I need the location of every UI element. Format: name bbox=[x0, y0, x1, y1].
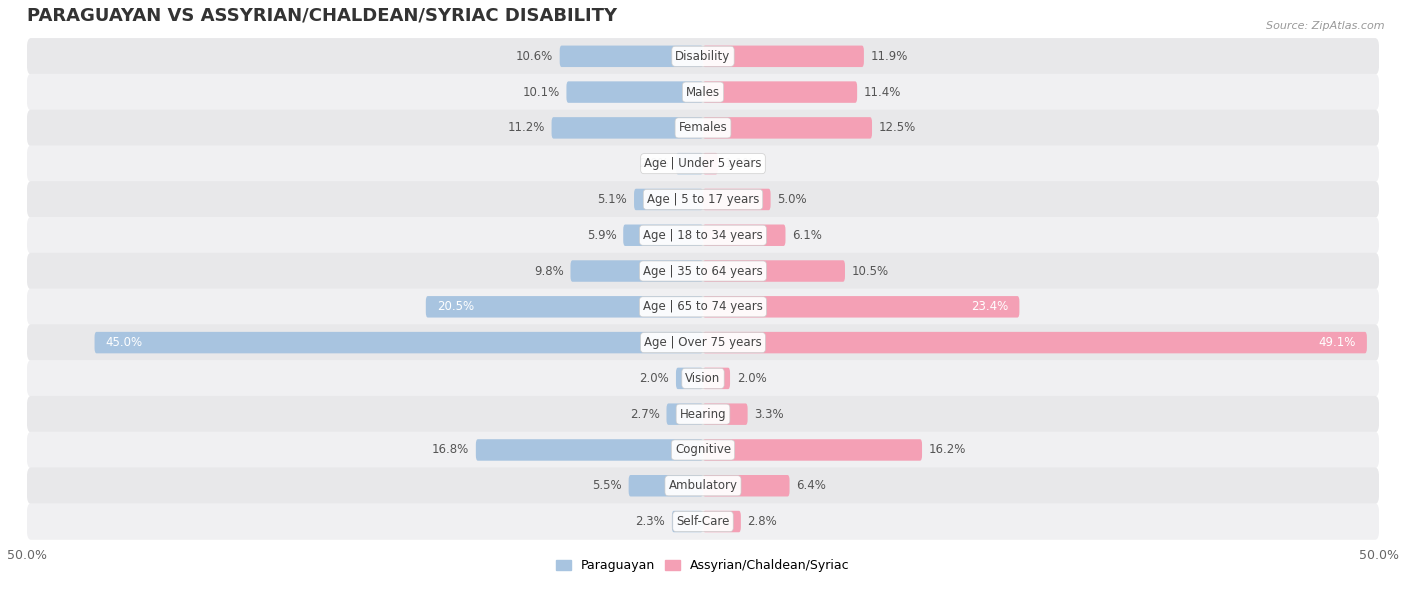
Text: Cognitive: Cognitive bbox=[675, 444, 731, 457]
Legend: Paraguayan, Assyrian/Chaldean/Syriac: Paraguayan, Assyrian/Chaldean/Syriac bbox=[551, 554, 855, 577]
FancyBboxPatch shape bbox=[666, 403, 703, 425]
Text: PARAGUAYAN VS ASSYRIAN/CHALDEAN/SYRIAC DISABILITY: PARAGUAYAN VS ASSYRIAN/CHALDEAN/SYRIAC D… bbox=[27, 7, 617, 25]
Text: Age | 65 to 74 years: Age | 65 to 74 years bbox=[643, 300, 763, 313]
Text: Females: Females bbox=[679, 121, 727, 135]
FancyBboxPatch shape bbox=[27, 396, 1379, 433]
Text: 2.0%: 2.0% bbox=[640, 157, 669, 170]
Text: 10.1%: 10.1% bbox=[523, 86, 560, 99]
Text: 1.1%: 1.1% bbox=[724, 157, 755, 170]
FancyBboxPatch shape bbox=[703, 153, 718, 174]
Text: 5.9%: 5.9% bbox=[586, 229, 616, 242]
Text: Males: Males bbox=[686, 86, 720, 99]
FancyBboxPatch shape bbox=[571, 260, 703, 282]
FancyBboxPatch shape bbox=[703, 45, 863, 67]
Text: Disability: Disability bbox=[675, 50, 731, 63]
FancyBboxPatch shape bbox=[27, 74, 1379, 110]
Text: Ambulatory: Ambulatory bbox=[668, 479, 738, 492]
FancyBboxPatch shape bbox=[27, 217, 1379, 253]
Text: 49.1%: 49.1% bbox=[1319, 336, 1355, 349]
Text: Vision: Vision bbox=[685, 372, 721, 385]
Text: Source: ZipAtlas.com: Source: ZipAtlas.com bbox=[1267, 21, 1385, 31]
FancyBboxPatch shape bbox=[703, 439, 922, 461]
FancyBboxPatch shape bbox=[426, 296, 703, 318]
FancyBboxPatch shape bbox=[560, 45, 703, 67]
FancyBboxPatch shape bbox=[27, 324, 1379, 361]
FancyBboxPatch shape bbox=[551, 117, 703, 138]
FancyBboxPatch shape bbox=[27, 253, 1379, 289]
Text: 5.0%: 5.0% bbox=[778, 193, 807, 206]
Text: 12.5%: 12.5% bbox=[879, 121, 917, 135]
Text: Age | 5 to 17 years: Age | 5 to 17 years bbox=[647, 193, 759, 206]
FancyBboxPatch shape bbox=[703, 511, 741, 532]
Text: 9.8%: 9.8% bbox=[534, 264, 564, 277]
Text: 16.2%: 16.2% bbox=[929, 444, 966, 457]
Text: 10.5%: 10.5% bbox=[852, 264, 889, 277]
FancyBboxPatch shape bbox=[703, 403, 748, 425]
FancyBboxPatch shape bbox=[27, 289, 1379, 325]
FancyBboxPatch shape bbox=[27, 181, 1379, 218]
Text: Self-Care: Self-Care bbox=[676, 515, 730, 528]
FancyBboxPatch shape bbox=[634, 188, 703, 210]
FancyBboxPatch shape bbox=[703, 332, 1367, 353]
FancyBboxPatch shape bbox=[27, 468, 1379, 504]
Text: 5.5%: 5.5% bbox=[592, 479, 621, 492]
FancyBboxPatch shape bbox=[27, 360, 1379, 397]
FancyBboxPatch shape bbox=[27, 146, 1379, 182]
FancyBboxPatch shape bbox=[27, 110, 1379, 146]
Text: 23.4%: 23.4% bbox=[972, 300, 1008, 313]
FancyBboxPatch shape bbox=[703, 225, 786, 246]
Text: 11.2%: 11.2% bbox=[508, 121, 544, 135]
FancyBboxPatch shape bbox=[672, 511, 703, 532]
Text: 10.6%: 10.6% bbox=[516, 50, 553, 63]
Text: 6.1%: 6.1% bbox=[792, 229, 823, 242]
Text: 6.4%: 6.4% bbox=[796, 479, 827, 492]
Text: 45.0%: 45.0% bbox=[105, 336, 142, 349]
Text: 2.3%: 2.3% bbox=[636, 515, 665, 528]
Text: Age | 35 to 64 years: Age | 35 to 64 years bbox=[643, 264, 763, 277]
FancyBboxPatch shape bbox=[703, 188, 770, 210]
FancyBboxPatch shape bbox=[628, 475, 703, 496]
FancyBboxPatch shape bbox=[703, 475, 790, 496]
Text: 20.5%: 20.5% bbox=[437, 300, 474, 313]
FancyBboxPatch shape bbox=[567, 81, 703, 103]
FancyBboxPatch shape bbox=[676, 368, 703, 389]
FancyBboxPatch shape bbox=[703, 260, 845, 282]
FancyBboxPatch shape bbox=[27, 503, 1379, 540]
FancyBboxPatch shape bbox=[703, 81, 858, 103]
Text: Age | 18 to 34 years: Age | 18 to 34 years bbox=[643, 229, 763, 242]
Text: 2.8%: 2.8% bbox=[748, 515, 778, 528]
Text: 3.3%: 3.3% bbox=[755, 408, 785, 420]
Text: 16.8%: 16.8% bbox=[432, 444, 470, 457]
Text: Hearing: Hearing bbox=[679, 408, 727, 420]
Text: Age | Under 5 years: Age | Under 5 years bbox=[644, 157, 762, 170]
FancyBboxPatch shape bbox=[94, 332, 703, 353]
FancyBboxPatch shape bbox=[27, 431, 1379, 468]
FancyBboxPatch shape bbox=[703, 368, 730, 389]
FancyBboxPatch shape bbox=[27, 38, 1379, 75]
FancyBboxPatch shape bbox=[703, 117, 872, 138]
Text: 2.0%: 2.0% bbox=[737, 372, 766, 385]
FancyBboxPatch shape bbox=[676, 153, 703, 174]
Text: 11.9%: 11.9% bbox=[870, 50, 908, 63]
Text: 5.1%: 5.1% bbox=[598, 193, 627, 206]
Text: Age | Over 75 years: Age | Over 75 years bbox=[644, 336, 762, 349]
Text: 11.4%: 11.4% bbox=[863, 86, 901, 99]
FancyBboxPatch shape bbox=[703, 296, 1019, 318]
FancyBboxPatch shape bbox=[623, 225, 703, 246]
Text: 2.7%: 2.7% bbox=[630, 408, 659, 420]
FancyBboxPatch shape bbox=[475, 439, 703, 461]
Text: 2.0%: 2.0% bbox=[640, 372, 669, 385]
